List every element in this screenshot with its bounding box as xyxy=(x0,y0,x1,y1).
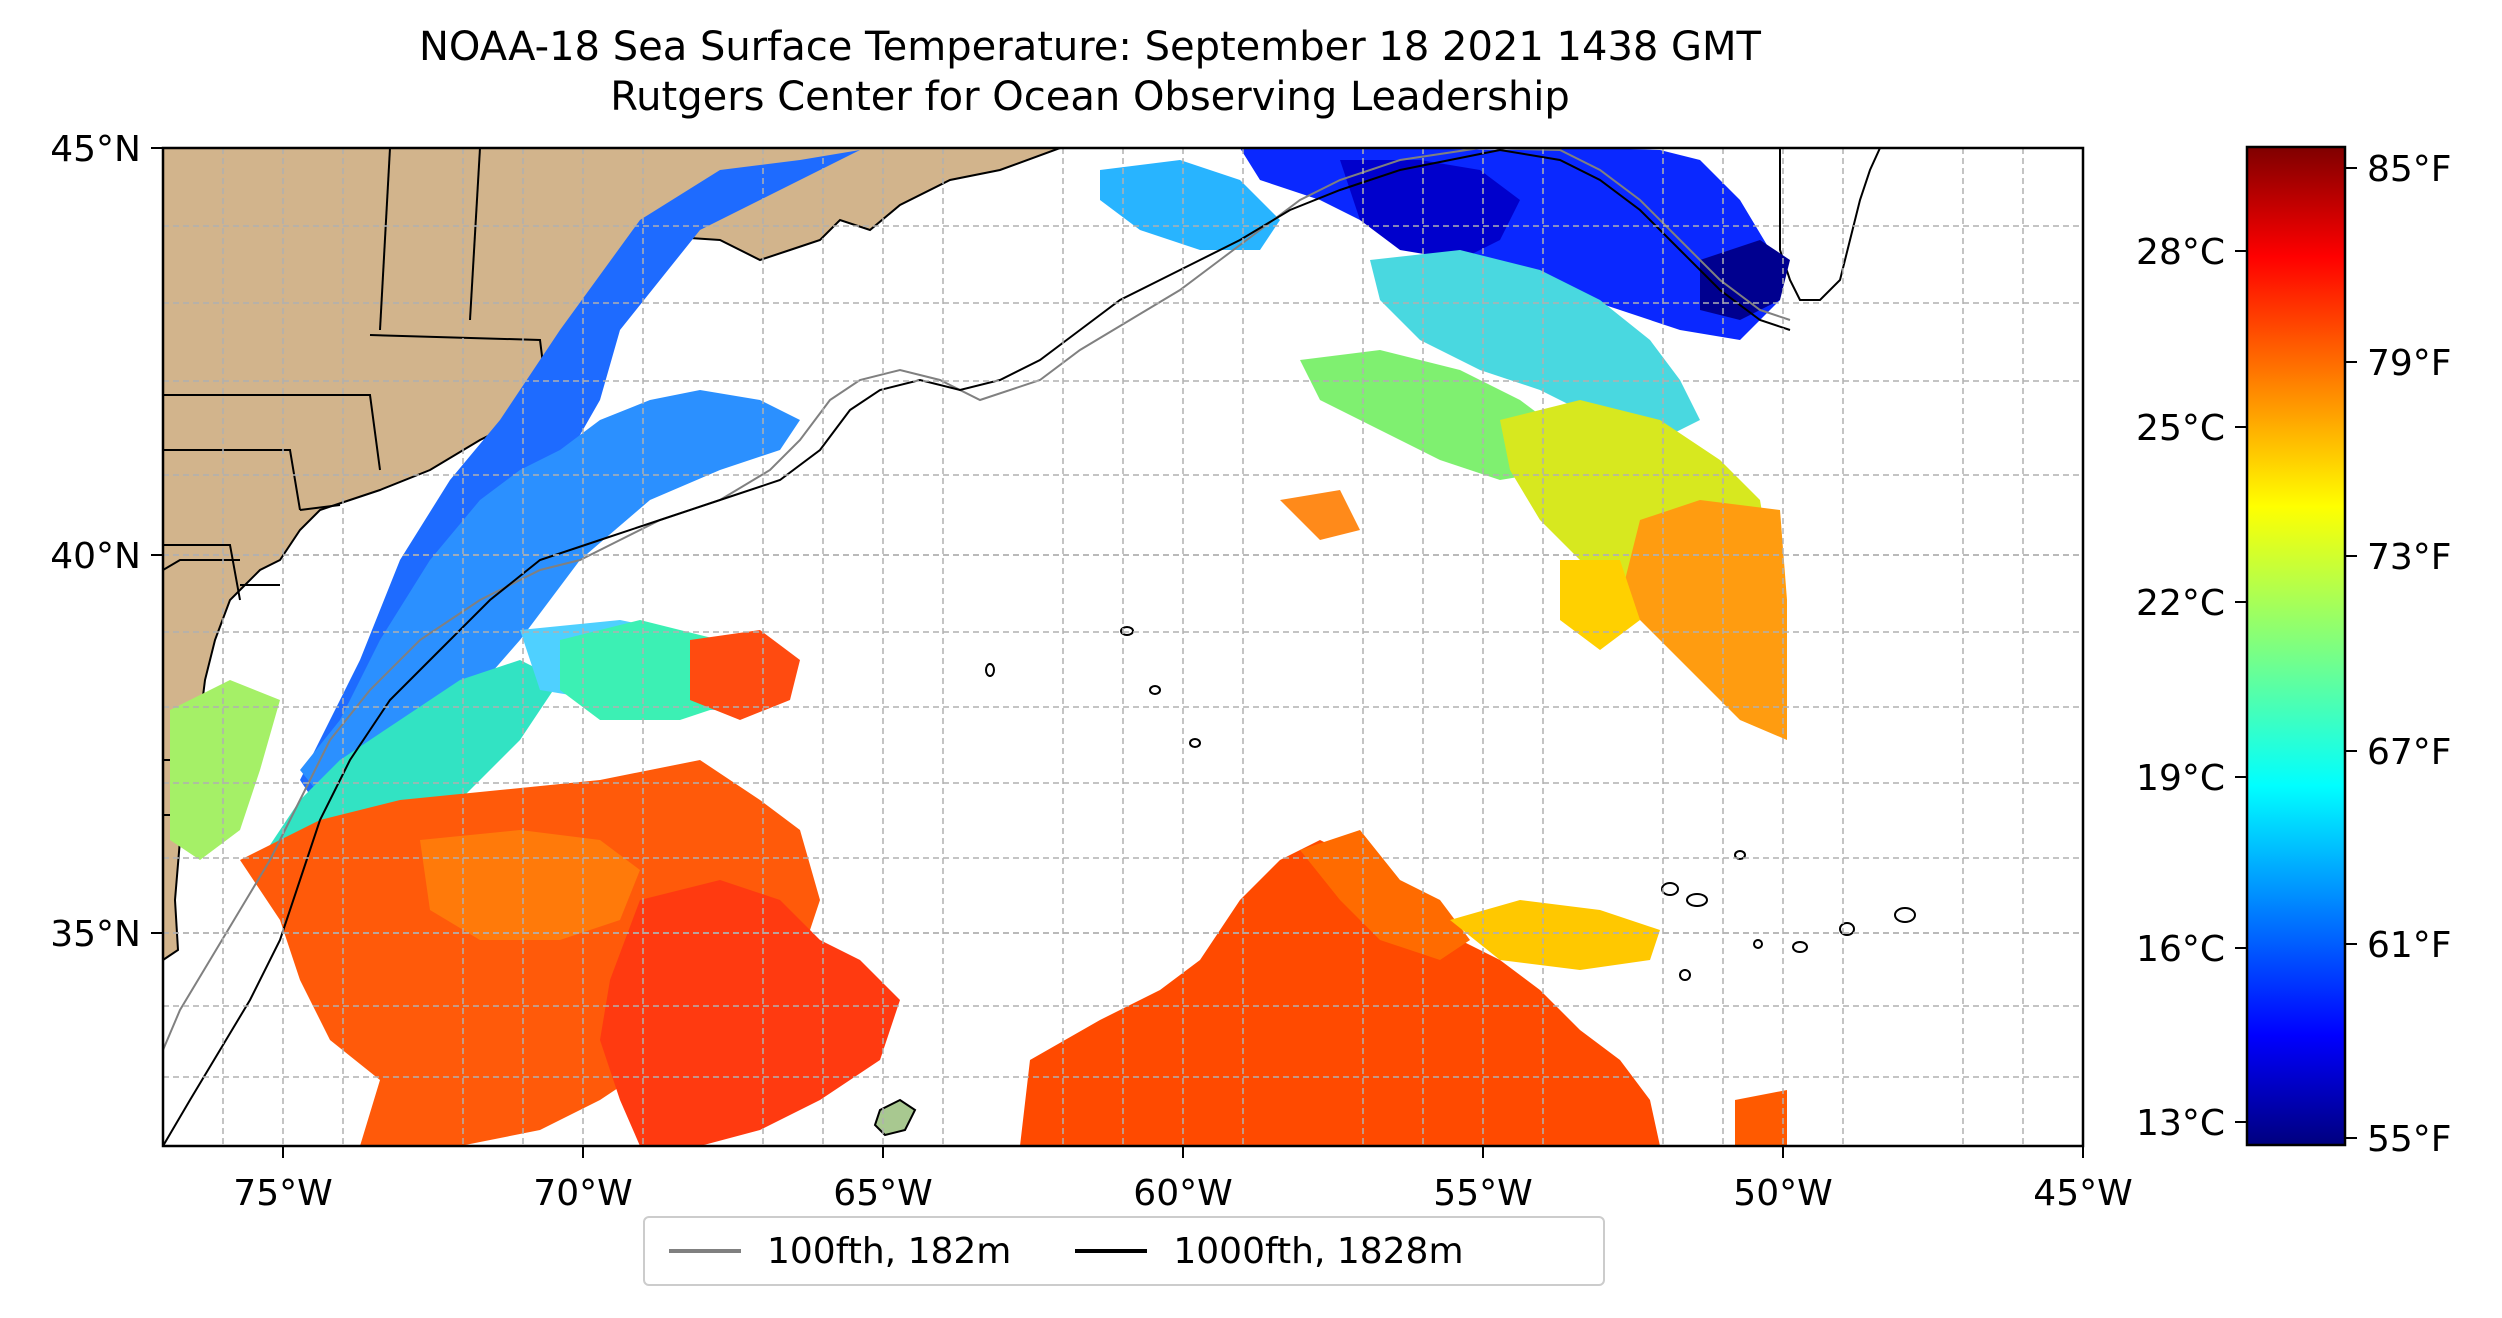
legend-label: 100fth, 182m xyxy=(767,1230,1012,1272)
lon-tick-label: 65°W xyxy=(833,1173,932,1214)
lon-tick-label: 45°W xyxy=(2033,1173,2132,1214)
celsius-tick-label: 13°C xyxy=(2136,1103,2225,1144)
fahrenheit-tick-label: 55°F xyxy=(2367,1119,2452,1160)
lon-tick-label: 75°W xyxy=(233,1173,332,1214)
fahrenheit-tick-label: 61°F xyxy=(2367,925,2452,966)
lat-tick-labels: 45°N 40°N 35°N xyxy=(50,129,141,955)
legend-item-1000fth: 1000fth, 1828m xyxy=(1075,1230,1464,1272)
celsius-tick-label: 22°C xyxy=(2136,583,2225,624)
lon-tick-label: 70°W xyxy=(533,1173,632,1214)
legend-label: 1000fth, 1828m xyxy=(1173,1230,1464,1272)
celsius-tick-label: 28°C xyxy=(2136,232,2225,273)
fahrenheit-tick-label: 67°F xyxy=(2367,732,2452,773)
legend-line-black xyxy=(1075,1249,1148,1253)
seamount-outlines xyxy=(985,626,1916,981)
lon-tick-label: 60°W xyxy=(1133,1173,1232,1214)
sst-data-layer xyxy=(170,148,1790,1146)
celsius-tick-label: 16°C xyxy=(2136,929,2225,970)
lon-tick-label: 55°W xyxy=(1433,1173,1532,1214)
celsius-tick-label: 19°C xyxy=(2136,758,2225,799)
legend-item-100fth: 100fth, 182m xyxy=(669,1231,1011,1272)
map-ticks xyxy=(151,147,2084,1158)
title-line-2: Rutgers Center for Ocean Observing Leade… xyxy=(610,74,1570,120)
contour-1000fth xyxy=(163,148,1791,1146)
state-borders xyxy=(163,148,546,816)
lat-tick-label: 40°N xyxy=(50,536,141,577)
fahrenheit-tick-label: 73°F xyxy=(2367,537,2452,578)
legend-line-gray xyxy=(669,1249,741,1253)
lat-tick-label: 45°N xyxy=(50,129,141,170)
bermuda-outline xyxy=(873,1098,917,1137)
lon-tick-labels: 75°W 70°W 65°W 60°W 55°W 50°W 45°W xyxy=(233,1173,2132,1214)
colorbar-celsius-labels: 28°C 25°C 22°C 19°C 16°C 13°C xyxy=(2136,232,2225,1144)
colorbar xyxy=(2245,145,2347,1147)
fahrenheit-tick-label: 79°F xyxy=(2367,343,2452,384)
colorbar-fahrenheit-labels: 85°F 79°F 73°F 67°F 61°F 55°F xyxy=(2367,149,2452,1160)
title-line-1: NOAA-18 Sea Surface Temperature: Septemb… xyxy=(419,24,1761,70)
map-gridlines xyxy=(163,148,2083,1146)
map-title: NOAA-18 Sea Surface Temperature: Septemb… xyxy=(0,22,2180,122)
fahrenheit-tick-label: 85°F xyxy=(2367,149,2452,190)
map-plot-area xyxy=(163,148,2083,1146)
map-frame xyxy=(161,146,2085,1148)
colorbar-ticks xyxy=(2235,167,2357,1139)
contour-100fth xyxy=(163,148,1791,1051)
contour-legend: 100fth, 182m 1000fth, 1828m xyxy=(643,1216,1605,1286)
lon-tick-label: 50°W xyxy=(1733,1173,1832,1214)
celsius-tick-label: 25°C xyxy=(2136,408,2225,449)
lat-tick-label: 35°N xyxy=(50,914,141,955)
